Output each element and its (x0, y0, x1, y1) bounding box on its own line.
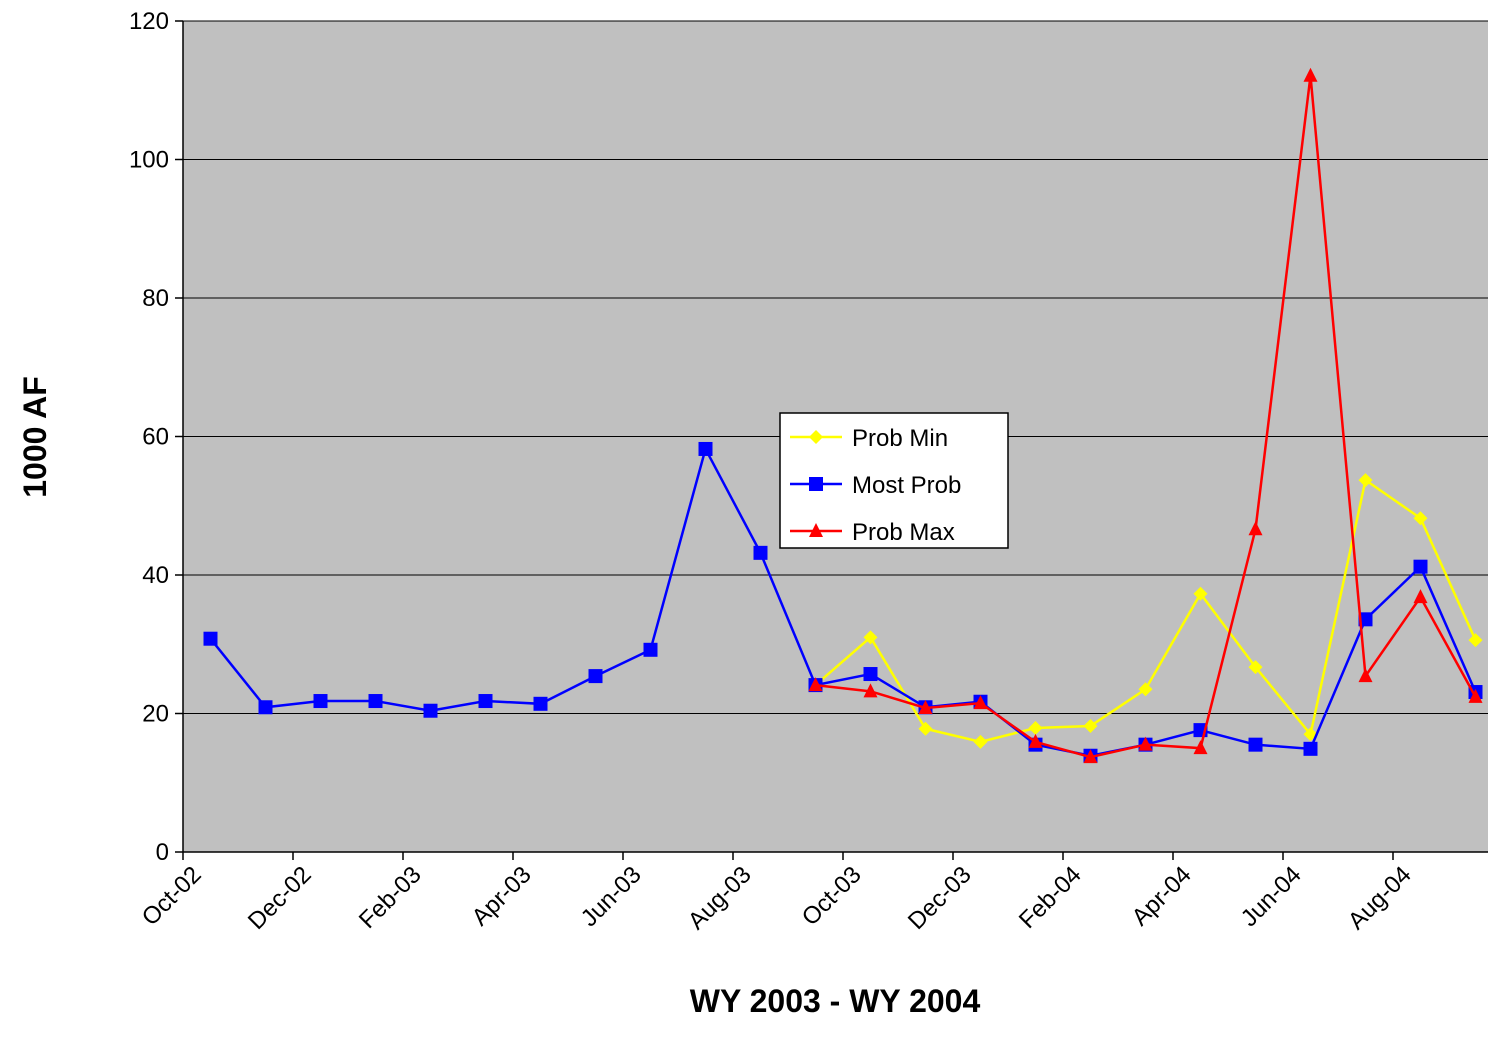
marker (1138, 736, 1153, 751)
marker (973, 695, 988, 710)
marker (1248, 737, 1263, 752)
y-tick-label: 120 (129, 8, 169, 35)
marker (1413, 511, 1428, 526)
marker (863, 630, 878, 645)
marker (753, 545, 768, 560)
marker (1358, 612, 1373, 627)
marker (1468, 633, 1483, 648)
marker (1083, 749, 1098, 764)
y-tick-label: 20 (142, 701, 169, 728)
marker (1468, 688, 1483, 703)
legend: Prob Min Most Prob Prob Max (779, 412, 1009, 549)
marker (1303, 741, 1318, 756)
y-tick-label: 60 (142, 424, 169, 451)
x-tick-label: Oct-02 (137, 861, 207, 931)
legend-label: Prob Max (852, 519, 955, 546)
marker (1083, 718, 1098, 733)
x-tick-label: Jun-03 (576, 861, 647, 932)
x-axis-title: WY 2003 - WY 2004 (690, 983, 981, 1019)
marker (1358, 473, 1373, 488)
marker (1413, 559, 1428, 574)
marker (1413, 589, 1428, 604)
x-tick-label: Apr-03 (467, 861, 537, 931)
marker (918, 699, 933, 714)
marker (863, 667, 878, 682)
y-tick-label: 0 (156, 839, 169, 866)
marker (698, 441, 713, 456)
x-tick-label: Feb-03 (354, 861, 427, 934)
marker (368, 694, 383, 709)
y-axis-title: 1000 AF (17, 376, 53, 498)
marker (588, 669, 603, 684)
marker (203, 631, 218, 646)
x-tick-label: Dec-03 (903, 861, 977, 935)
marker (863, 683, 878, 698)
marker (533, 696, 548, 711)
legend-label: Most Prob (852, 472, 961, 499)
y-tick-label: 40 (142, 562, 169, 589)
marker (918, 721, 933, 736)
series-line (209, 445, 1477, 758)
marker (1303, 67, 1318, 82)
marker (1248, 521, 1263, 536)
marker (1193, 586, 1208, 601)
marker (643, 642, 658, 657)
marker (1028, 721, 1043, 736)
marker (808, 677, 823, 692)
marker (1028, 733, 1043, 748)
x-tick-label: Aug-03 (683, 861, 757, 935)
x-tick-label: Jun-04 (1236, 861, 1307, 932)
y-tick-label: 100 (129, 147, 169, 174)
marker (478, 694, 493, 709)
y-tick-label: 80 (142, 285, 169, 312)
x-tick-label: Dec-02 (243, 861, 317, 935)
marker (258, 700, 273, 715)
legend-label: Prob Min (852, 425, 948, 452)
x-tick-label: Feb-04 (1014, 861, 1087, 934)
x-tick-label: Apr-04 (1127, 861, 1197, 931)
x-tick-label: Oct-03 (797, 861, 867, 931)
marker (809, 430, 823, 444)
marker (973, 734, 988, 749)
marker (809, 523, 823, 537)
marker (809, 477, 823, 491)
marker (313, 694, 328, 709)
marker (1193, 740, 1208, 755)
marker (423, 703, 438, 718)
marker (1138, 682, 1153, 697)
x-tick-label: Aug-04 (1343, 861, 1417, 935)
marker (1248, 660, 1263, 675)
marker (1358, 668, 1373, 683)
